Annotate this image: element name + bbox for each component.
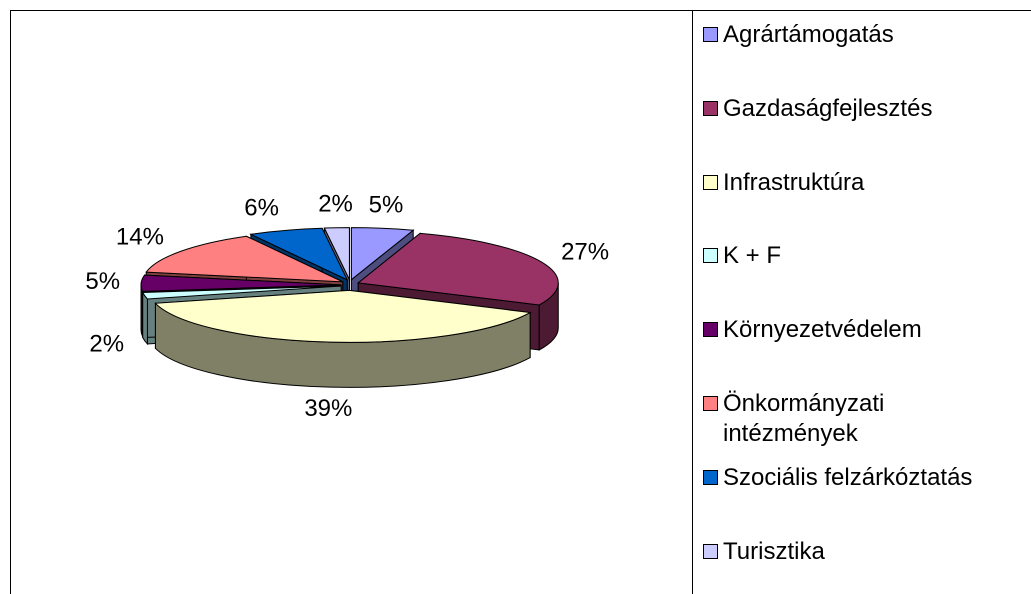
legend-label: Agrártámogatás [723, 21, 894, 48]
data-label: 39% [304, 395, 352, 422]
legend-item: Önkormányzati intézmények [703, 389, 1013, 449]
legend-item: Gazdaságfejlesztés [703, 94, 1013, 124]
slice-top [323, 227, 350, 280]
slice-top [357, 232, 559, 306]
legend-swatch [703, 174, 718, 190]
slice-side [142, 292, 148, 346]
legend-label: K + F [723, 242, 782, 270]
legend-item: Agrártámogatás [703, 20, 1013, 50]
data-label: 5% [85, 268, 120, 295]
data-label: 27% [561, 239, 609, 266]
chart-frame [10, 10, 1031, 594]
legend-swatch [703, 27, 718, 42]
legend-item: Turisztika [703, 537, 1013, 567]
legend-swatch [703, 322, 718, 338]
legend-swatch [703, 248, 718, 264]
pie-slice [154, 289, 532, 388]
legend-label: Környezetvédelem [723, 316, 922, 344]
legend-item: K + F [703, 241, 1013, 271]
slice-top [350, 227, 415, 281]
legend-item: Infrastruktúra [703, 168, 1013, 198]
slice-top [140, 274, 342, 292]
legend-label: Turisztika [723, 537, 825, 565]
legend-label: Gazdaságfejlesztés [723, 94, 933, 122]
slice-top [141, 285, 342, 300]
legend-label: Infrastruktúra [723, 168, 865, 196]
legend-swatch [703, 543, 718, 559]
slice-top [249, 227, 349, 281]
slice-top [154, 289, 532, 343]
data-label: 6% [244, 194, 279, 221]
data-label: 5% [369, 191, 404, 218]
data-label: 2% [318, 191, 353, 218]
data-label: 14% [116, 223, 164, 250]
chart: 5% 27% 39% 2% 5% 14% 6% 2% [85, 191, 609, 422]
legend-item: Szociális felzárkóztatás [703, 463, 1013, 493]
data-label: 2% [89, 330, 124, 357]
legend-label: Önkormányzati intézmények [723, 390, 885, 447]
slice-top [145, 235, 343, 283]
legend-swatch [703, 396, 718, 411]
legend-swatch [703, 100, 718, 116]
legend-item: Környezetvédelem [703, 315, 1013, 345]
legend-label: Szociális felzárkóztatás [723, 463, 973, 491]
legend: Agrártámogatás Gazdaságfejlesztés Infrastr… [692, 10, 1031, 594]
legend-swatch [703, 469, 718, 485]
